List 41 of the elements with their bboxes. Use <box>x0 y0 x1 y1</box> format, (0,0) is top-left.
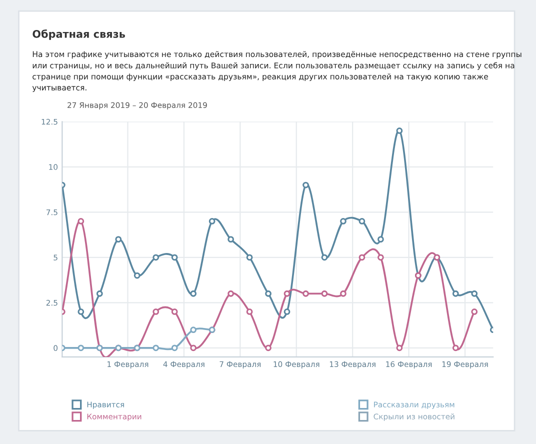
point <box>96 290 103 297</box>
point <box>284 290 290 297</box>
point <box>78 308 84 315</box>
point <box>452 344 459 352</box>
point <box>396 128 403 134</box>
point <box>358 254 366 261</box>
point <box>358 218 366 224</box>
point <box>152 344 160 352</box>
point <box>321 254 328 261</box>
point <box>171 254 178 261</box>
point <box>302 182 309 188</box>
point <box>340 290 346 297</box>
point <box>321 290 328 297</box>
point <box>78 344 84 352</box>
point <box>115 236 122 243</box>
point <box>471 290 478 297</box>
point <box>246 254 253 261</box>
chart-title: Обратная связь <box>32 29 125 40</box>
point <box>452 290 459 297</box>
point <box>228 290 234 297</box>
point <box>190 344 197 352</box>
point <box>378 254 384 261</box>
point <box>78 218 84 224</box>
point <box>208 218 216 224</box>
point <box>302 290 309 297</box>
point <box>340 218 346 224</box>
point <box>190 290 197 297</box>
point <box>265 290 272 297</box>
point <box>246 308 253 315</box>
point <box>378 236 384 243</box>
point <box>134 272 140 279</box>
point <box>152 308 160 315</box>
point <box>284 308 290 315</box>
point <box>171 344 178 352</box>
point <box>152 254 160 261</box>
point <box>471 308 478 315</box>
point <box>228 236 234 243</box>
point <box>190 326 197 334</box>
point <box>171 308 178 315</box>
point <box>396 344 403 352</box>
point <box>265 344 272 352</box>
